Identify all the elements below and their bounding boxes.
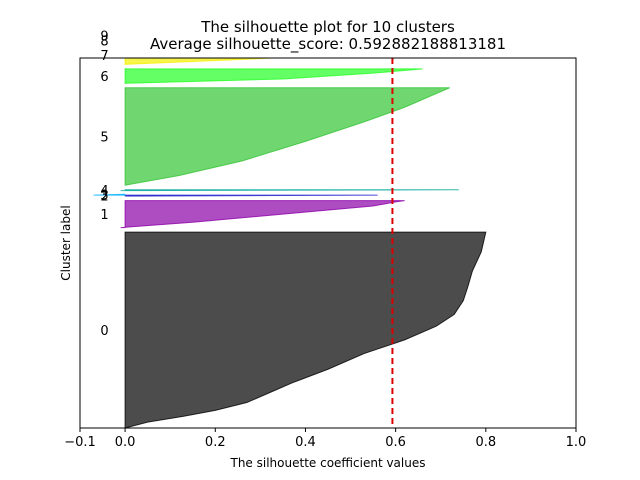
chart-subtitle: Average silhouette_score: 0.592882188813… (150, 35, 506, 54)
x-tick-label: 0.8 (475, 435, 496, 450)
cluster-label-9: 9 (100, 30, 108, 45)
silhouette-band-0 (124, 231, 487, 428)
plot-frame (79, 57, 577, 429)
chart-title: The silhouette plot for 10 clusters (200, 18, 455, 36)
silhouette-band-5 (124, 87, 450, 186)
silhouette-band-6 (124, 68, 423, 84)
cluster-label-8: 8 (100, 35, 108, 50)
cluster-label-4: 4 (100, 184, 108, 199)
cluster-labels: 0 1 234 5 6 789 (100, 30, 108, 339)
silhouette-band-3 (93, 193, 126, 196)
silhouette-bands (93, 58, 487, 428)
cluster-label-7: 7 (100, 49, 108, 64)
x-axis-ticks: −0.1 0.0 0.2 0.4 0.6 0.8 1.0 (64, 428, 586, 450)
x-tick-label: 0.6 (385, 435, 406, 450)
cluster-label-1: 1 (100, 208, 108, 223)
silhouette-band-4 (120, 189, 459, 192)
x-tick-label: 0.4 (295, 435, 316, 450)
silhouette-band-7 (124, 58, 281, 65)
silhouette-band-2 (124, 194, 378, 197)
cluster-label-5: 5 (100, 131, 108, 146)
x-tick-label: 0.2 (205, 435, 226, 450)
silhouette-band-1 (120, 200, 405, 229)
cluster-label-3: 3 (100, 189, 108, 204)
cluster-label-6: 6 (100, 70, 108, 85)
cluster-label-2: 2 (100, 190, 108, 205)
x-tick-label: 1.0 (566, 435, 587, 450)
x-axis-label: The silhouette coefficient values (230, 456, 426, 470)
x-tick-label: −0.1 (64, 435, 96, 450)
x-tick-label: 0.0 (115, 435, 136, 450)
y-axis-label: Cluster label (59, 205, 73, 280)
cluster-label-0: 0 (100, 324, 108, 339)
